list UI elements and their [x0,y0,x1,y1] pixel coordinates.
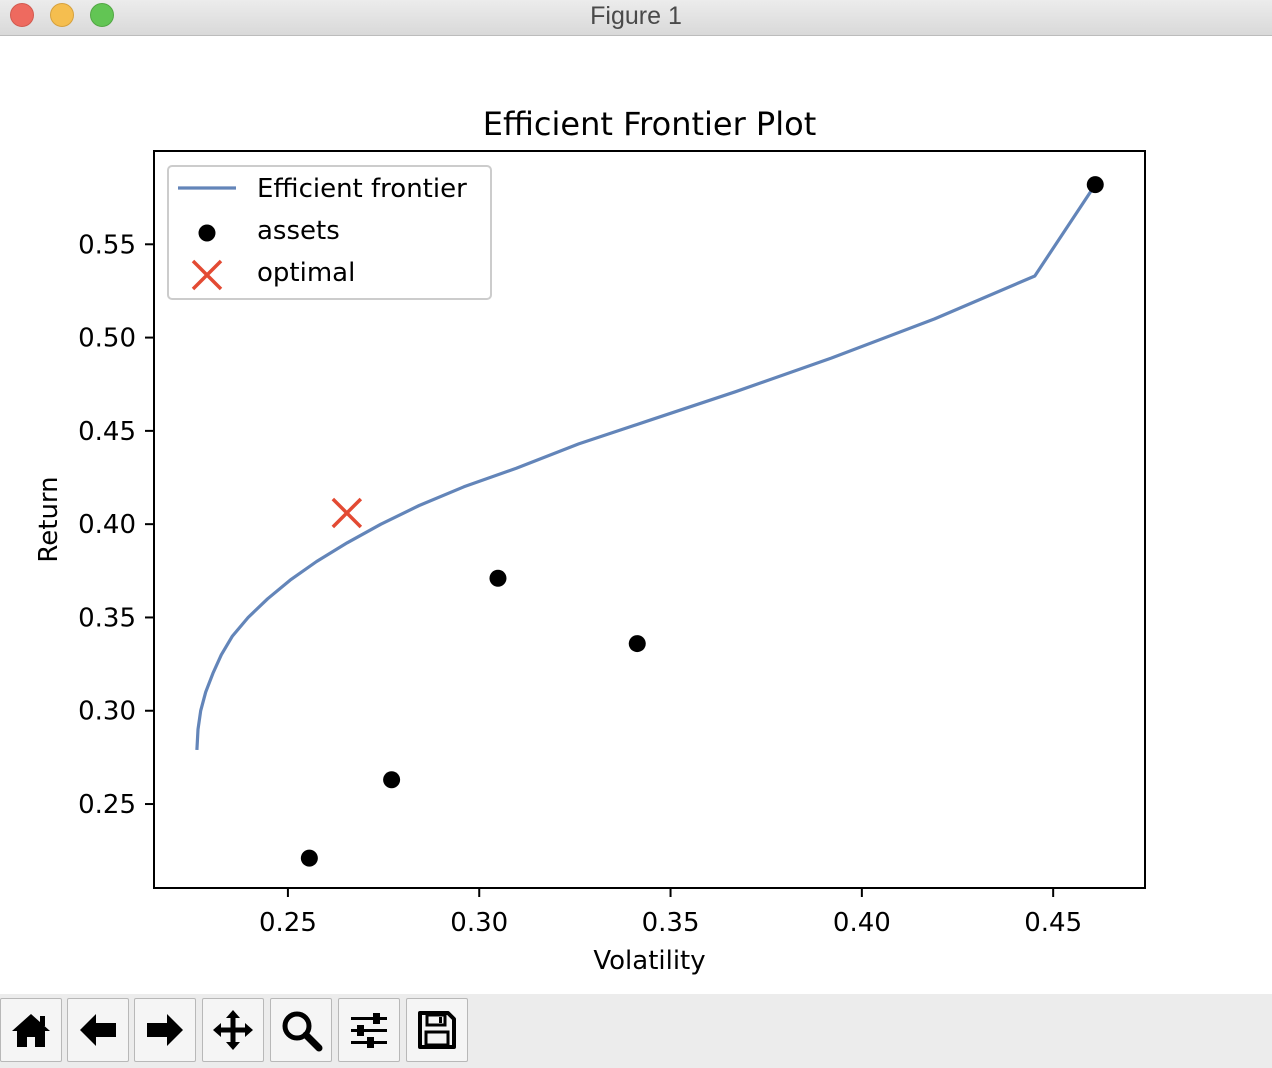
y-tick-label: 0.55 [78,230,136,260]
navigation-toolbar [0,994,1272,1068]
zoom-button[interactable] [270,998,332,1062]
chart-title: Efficient Frontier Plot [483,105,816,143]
legend-label: assets [257,216,340,246]
x-tick-label: 0.35 [642,908,700,938]
x-tick-label: 0.40 [833,908,891,938]
legend-label: optimal [257,258,355,288]
asset-point [1086,176,1104,194]
y-axis-label: Return [34,476,64,562]
arrow-left-icon [80,1014,116,1046]
x-tick-label: 0.30 [450,908,508,938]
maximize-window-button[interactable] [90,3,114,27]
y-tick-label: 0.50 [78,324,136,354]
optimal-point [331,497,363,529]
efficient-frontier-line [195,183,1097,750]
figure-canvas: Efficient Frontier Plot 0.25 0.30 0.35 0.40 0… [0,36,1272,994]
save-button[interactable] [406,998,468,1062]
minimize-window-button[interactable] [50,3,74,27]
x-tick-label: 0.45 [1024,908,1082,938]
legend [167,165,492,300]
magnifier-icon [282,1011,323,1052]
x-tick-label: 0.25 [259,908,317,938]
move-icon [213,1010,253,1050]
x-axis-label: Volatility [593,946,705,976]
plot-area [153,150,1146,889]
back-button[interactable] [67,998,129,1062]
asset-point [628,635,646,653]
close-window-button[interactable] [10,3,34,27]
asset-point [383,771,401,789]
asset-point [489,569,507,587]
y-tick-label: 0.35 [78,603,136,633]
legend-swatch-optimal [191,259,223,291]
forward-button[interactable] [134,998,196,1062]
home-button[interactable] [0,998,62,1062]
pan-button[interactable] [202,998,264,1062]
window-titlebar: Figure 1 [0,0,1272,36]
y-tick-label: 0.45 [78,417,136,447]
home-icon [12,1014,50,1047]
legend-swatch-assets [198,224,216,242]
configure-subplots-button[interactable] [338,998,400,1062]
legend-label: Efficient frontier [257,174,467,204]
asset-point [300,849,318,867]
y-tick-label: 0.40 [78,510,136,540]
chart: Efficient Frontier Plot 0.25 0.30 0.35 0.40 0… [34,105,1146,976]
y-tick-label: 0.30 [78,697,136,727]
y-tick-label: 0.25 [78,790,136,820]
sliders-icon [351,1013,387,1048]
window-title: Figure 1 [590,2,682,30]
arrow-right-icon [147,1014,183,1046]
floppy-disk-icon [418,1011,456,1049]
